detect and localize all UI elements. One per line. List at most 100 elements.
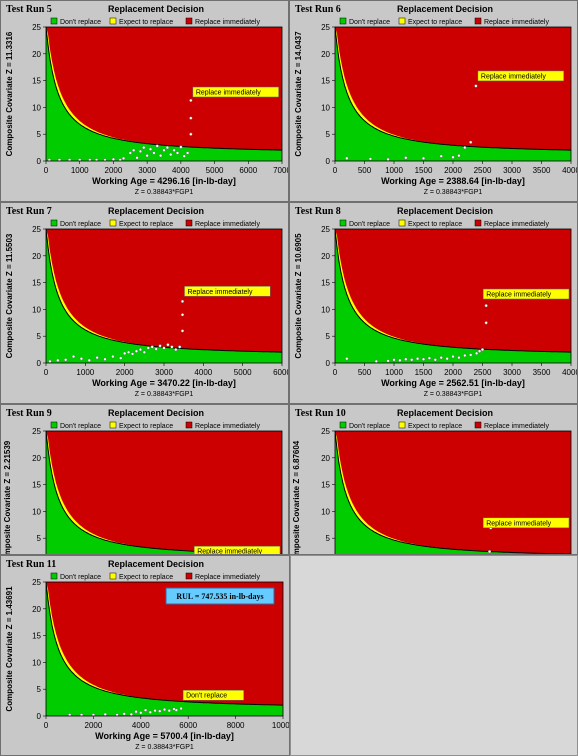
y-tick-label: 25 <box>321 427 330 436</box>
y-tick-label: 25 <box>321 23 330 32</box>
data-point <box>175 151 180 155</box>
data-point <box>179 706 183 711</box>
legend-label: Replace immediately <box>195 574 260 581</box>
y-tick-label: 0 <box>37 359 42 368</box>
data-point <box>71 354 76 359</box>
data-point <box>169 152 173 157</box>
data-point <box>180 299 185 303</box>
x-tick-label: 2000 <box>105 166 123 175</box>
legend-swatch <box>50 219 58 227</box>
data-point <box>103 712 107 716</box>
data-point <box>162 148 166 152</box>
data-point <box>174 348 178 352</box>
y-tick-label: 5 <box>37 685 42 694</box>
plot-border <box>45 430 283 554</box>
data-point <box>115 713 119 716</box>
data-point <box>78 158 82 161</box>
y-tick-label: 5 <box>326 332 331 341</box>
chart-svg: Test Run 8 Replacement Decision Don't repl… <box>294 206 577 398</box>
y-tick-label: 10 <box>32 305 41 314</box>
data-point <box>148 147 153 151</box>
data-point <box>189 132 193 136</box>
data-point <box>398 358 402 362</box>
data-point <box>451 354 455 359</box>
legend-swatch <box>109 572 117 580</box>
chart-panel: Test Run 9 Replacement Decision Don't repl… <box>0 404 289 555</box>
data-point <box>345 357 349 361</box>
data-point <box>451 155 455 159</box>
annotation-box <box>182 689 244 701</box>
data-point <box>91 713 95 716</box>
legend-label: Don't replace <box>349 221 390 228</box>
legend-label: Don't replace <box>349 19 390 26</box>
data-point <box>180 313 185 317</box>
y-tick-label: 20 <box>321 252 330 261</box>
data-point <box>159 154 163 158</box>
y-tick-label: 15 <box>321 77 330 86</box>
formula-label: Z = 0.38843*FGP1 <box>424 189 483 196</box>
annotation-box <box>193 545 281 554</box>
legend-label: Expect to replace <box>119 19 173 26</box>
data-point <box>179 145 183 149</box>
y-tick-label: 5 <box>37 130 42 139</box>
chart-svg: Test Run 6 Replacement Decision Don't repl… <box>294 4 578 196</box>
rul-label: RUL = 747.535 in-lb-days <box>176 592 263 601</box>
data-point <box>404 156 408 160</box>
y-tick-label: 15 <box>321 279 330 288</box>
plot-area: Replace immediately <box>46 27 282 161</box>
data-point <box>457 356 461 360</box>
data-point <box>410 358 414 362</box>
x-tick-label: 4000 <box>194 368 212 377</box>
annotation-label: Replace immediately <box>486 292 551 299</box>
chart-panel: Test Run 6 Replacement Decision Don't repl… <box>289 0 578 202</box>
x-tick-label: 3000 <box>155 368 173 377</box>
y-tick-label: 25 <box>32 578 41 587</box>
run-label: Test Run 11 <box>6 559 56 570</box>
chart-panel: Test Run 10 Replacement Decision Don't rep… <box>289 404 578 555</box>
data-point <box>439 356 443 360</box>
annotation-label: Replace immediately <box>197 549 262 555</box>
chart-panel: Test Run 5 Replacement Decision Don't repl… <box>0 0 289 202</box>
data-point <box>87 358 91 362</box>
annotation-label: Replace immediately <box>187 289 252 296</box>
formula-label: Z = 0.38843*FGP1 <box>135 189 194 196</box>
x-axis-label: Working Age = 4296.16 [in-lb-day] <box>92 176 236 186</box>
data-point <box>79 713 84 716</box>
data-point <box>162 346 166 350</box>
chart-panel: Test Run 8 Replacement Decision Don't repl… <box>289 202 578 404</box>
run-label: Test Run 10 <box>295 408 346 419</box>
x-axis-label: Working Age = 3470.22 [in-lb-day] <box>92 378 236 388</box>
annotation-box <box>482 517 570 529</box>
y-axis-label: Composite Covariate Z = 1.43691 <box>5 586 14 712</box>
region-dont-replace <box>46 431 279 554</box>
x-tick-label: 1000 <box>385 368 403 377</box>
legend-swatch <box>339 17 347 25</box>
data-point <box>111 157 116 161</box>
y-tick-label: 0 <box>37 157 42 166</box>
data-point <box>134 710 138 714</box>
y-tick-label: 0 <box>37 712 42 721</box>
data-point <box>103 158 107 161</box>
data-point <box>126 350 131 354</box>
x-axis-label: Working Age = 5700.4 [in-lb-day] <box>95 731 234 741</box>
x-tick-label: 1000 <box>71 166 89 175</box>
x-tick-label: 7000 <box>273 166 289 175</box>
chart-svg: Test Run 5 Replacement Decision Don't repl… <box>5 4 289 196</box>
x-tick-label: 2500 <box>474 166 492 175</box>
data-point <box>95 356 99 360</box>
x-tick-label: 2500 <box>474 368 492 377</box>
y-tick-label: 5 <box>326 130 331 139</box>
data-point <box>484 304 488 308</box>
y-axis-label: Composite Covariate Z = 11.5503 <box>5 233 14 358</box>
x-tick-label: 0 <box>333 166 338 175</box>
legend-label: Don't replace <box>60 574 101 581</box>
boundary-line <box>335 431 571 554</box>
plot-area: Replace immediately <box>46 431 282 555</box>
legend-label: Don't replace <box>60 423 101 430</box>
legend-label: Don't replace <box>60 221 101 228</box>
x-tick-label: 4000 <box>562 166 578 175</box>
legend-swatch <box>398 219 406 227</box>
legend-swatch <box>50 17 58 25</box>
data-point <box>143 708 148 712</box>
x-tick-label: 5000 <box>234 368 252 377</box>
